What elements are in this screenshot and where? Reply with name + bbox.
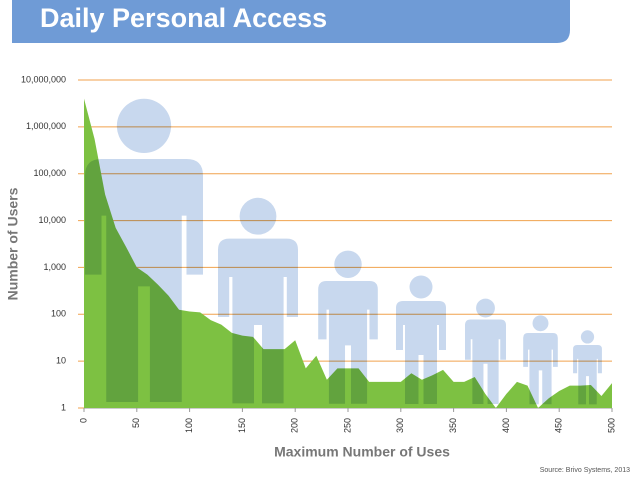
y-tick-label: 10,000 [38, 215, 66, 225]
x-tick-label: 50 [131, 418, 141, 428]
source-note: Source: Brivo Systems, 2013 [540, 467, 630, 474]
y-axis-label: Number of Users [5, 187, 21, 300]
y-tick-label: 100 [51, 309, 66, 319]
y-tick-label: 1,000,000 [26, 121, 66, 131]
chart-title: Daily Personal Access [40, 3, 327, 33]
people-icons [85, 98, 602, 405]
x-tick-label: 0 [78, 418, 88, 423]
x-axis-label: Maximum Number of Uses [274, 444, 450, 460]
y-tick-label: 10 [56, 356, 66, 366]
y-tick-label: 1 [61, 402, 66, 412]
x-tick-label: 100 [184, 418, 194, 433]
x-tick-label: 150 [237, 418, 247, 433]
y-tick-label: 10,000,000 [21, 74, 66, 84]
x-tick-label: 300 [395, 418, 405, 433]
x-tick-label: 200 [290, 418, 300, 433]
x-tick-label: 450 [554, 418, 564, 433]
x-tick-label: 500 [606, 418, 616, 433]
title-banner [12, 0, 570, 43]
x-tick-label: 400 [501, 418, 511, 433]
y-tick-label: 1,000 [43, 262, 66, 272]
area [84, 98, 612, 408]
y-tick-label: 100,000 [33, 168, 66, 178]
x-tick-label: 350 [448, 418, 458, 433]
x-tick-label: 250 [342, 418, 352, 433]
